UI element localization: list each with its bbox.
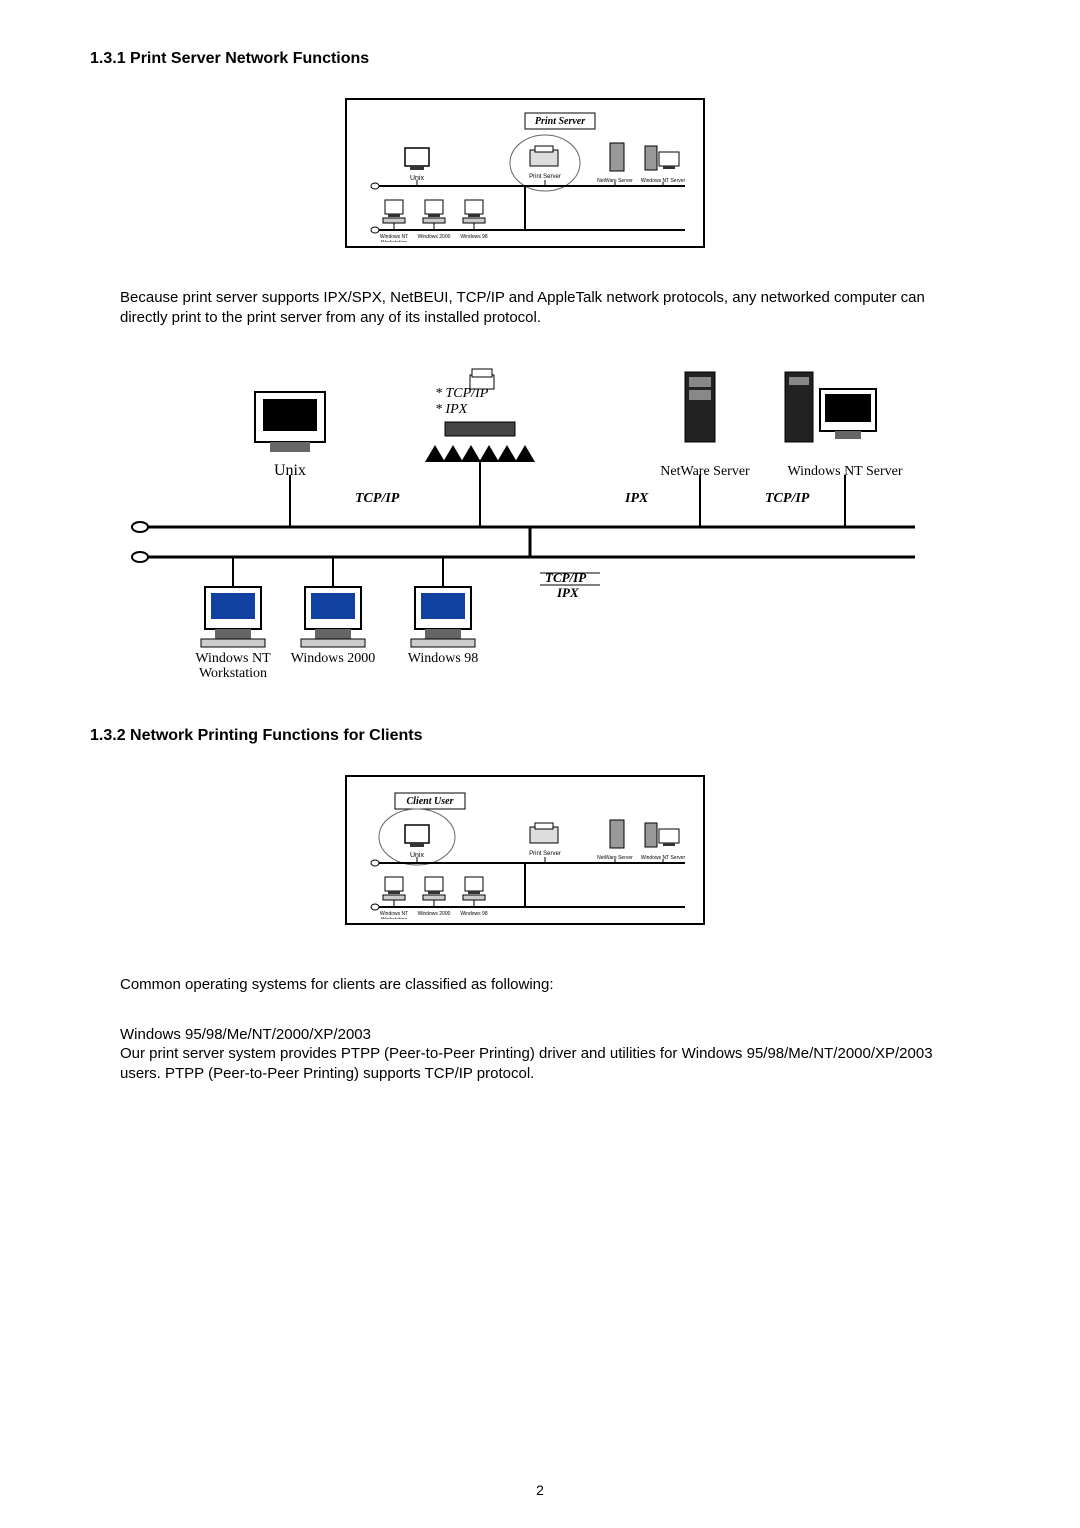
ws2-label-2: Windows 2000 <box>418 911 451 917</box>
ld-ipx: IPX <box>624 491 649 506</box>
ws-sub-label: Workstation <box>381 240 408 242</box>
page-number: 2 <box>536 1482 544 1498</box>
ld-tcpip3: TCP/IP <box>545 570 587 585</box>
section2-paragraph2: Windows 95/98/Me/NT/2000/XP/2003 <box>120 1025 960 1045</box>
ld-ipx-star: * IPX <box>435 402 468 417</box>
print-server-title: Print Server <box>535 116 585 127</box>
workstation-2 <box>423 200 445 230</box>
section-heading-1: 1.3.1 Print Server Network Functions <box>90 50 960 68</box>
ld-tcpip2: TCP/IP <box>765 491 810 506</box>
section2-paragraph3: Our print server system provides PTPP (P… <box>120 1044 960 1083</box>
ld-ws1 <box>201 557 265 647</box>
ld-ipx2: IPX <box>556 585 579 600</box>
ld-ws2 <box>301 557 365 647</box>
ws3-label: Windows 98 <box>460 234 487 240</box>
ld-ws3-label: Windows 98 <box>408 651 479 666</box>
ps-label: Print Server <box>529 174 561 180</box>
client-user-title: Client User <box>407 796 454 807</box>
diagram-svg-2: Client User Unix Print Server NetWare Se… <box>355 785 699 919</box>
figure-client-user: Client User Unix Print Server NetWare Se… <box>345 775 705 925</box>
diagram-svg-1: Print Server Unix Print Server NetWare S… <box>355 108 699 242</box>
ps-label-2: Print Server <box>529 851 561 857</box>
figure-print-server: Print Server Unix Print Server NetWare S… <box>345 98 705 248</box>
ws2-label: Windows 2000 <box>418 234 451 240</box>
ld-tcpip: TCP/IP <box>355 491 400 506</box>
ld-ws1-label: Windows NT <box>195 651 271 666</box>
section-heading-2: 1.3.2 Network Printing Functions for Cli… <box>90 727 960 745</box>
workstation-3 <box>463 200 485 230</box>
ws-sub-label-2: Workstation <box>381 917 408 919</box>
ld-netware: NetWare Server <box>660 464 750 479</box>
ld-ws-sub: Workstation <box>199 666 267 677</box>
ld-ws2-label: Windows 2000 <box>291 651 376 666</box>
section2-paragraph1: Common operating systems for clients are… <box>120 975 960 995</box>
workstation-1 <box>383 200 405 230</box>
ld-ws3 <box>411 557 475 647</box>
section1-paragraph: Because print server supports IPX/SPX, N… <box>120 288 960 327</box>
large-network-diagram: Unix * TCP/IP * IPX NetWare Server Windo… <box>125 357 925 677</box>
ws3-label-2: Windows 98 <box>460 911 487 917</box>
